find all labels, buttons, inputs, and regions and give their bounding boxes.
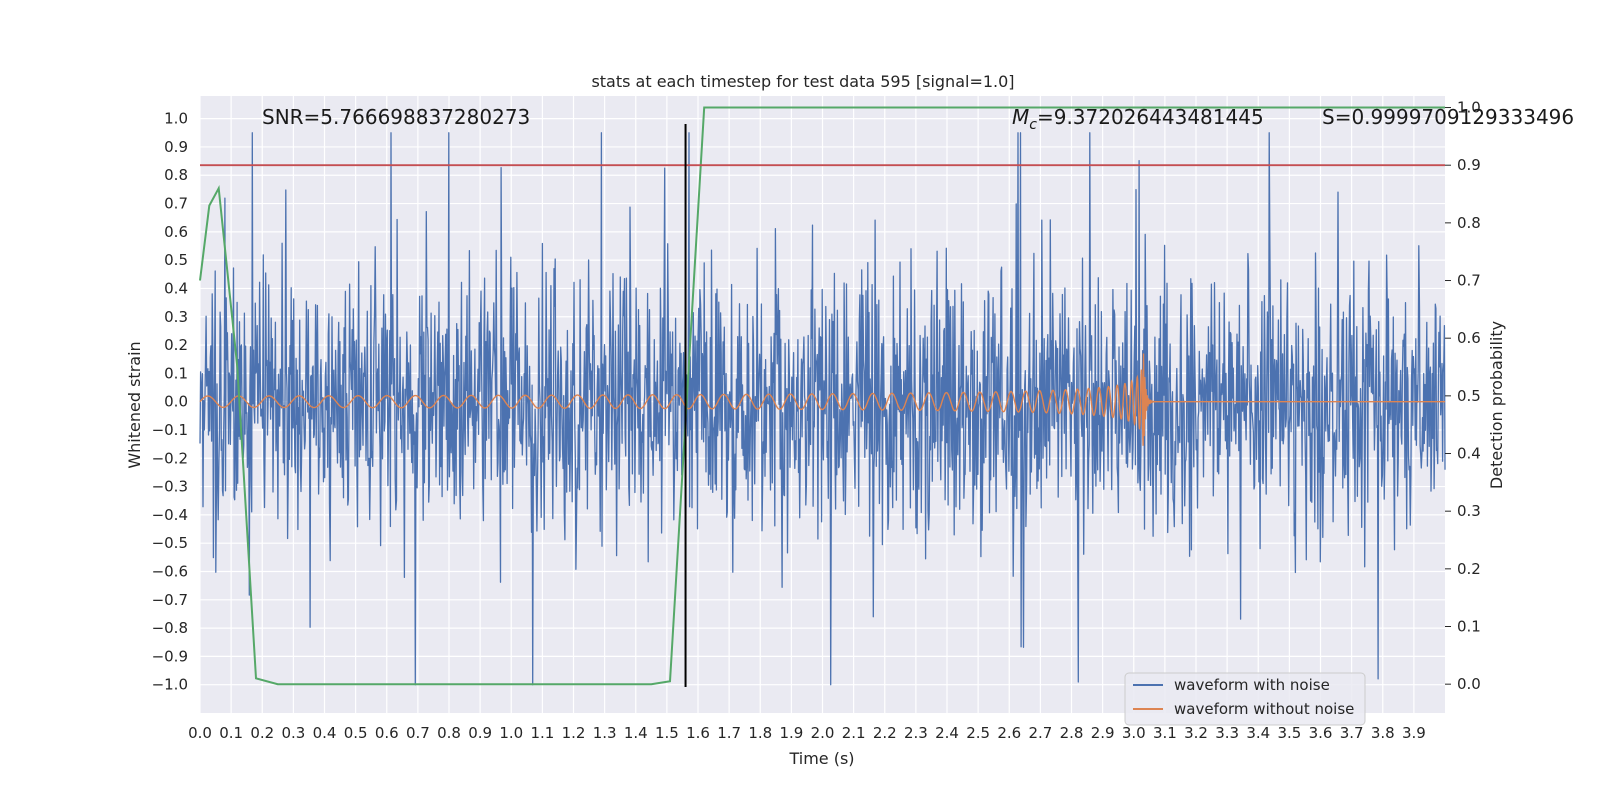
grid [199, 96, 1445, 713]
series-waveform-with-noise [199, 132, 1446, 686]
x-tick-label: 3.9 [1402, 724, 1426, 742]
detection-probability-line [199, 106, 1445, 686]
x-tick-label: 2.4 [935, 724, 959, 742]
chirp-mass-annotation: Mc=9.372026443481445 [1012, 105, 1264, 133]
x-tick-label: 3.8 [1371, 724, 1395, 742]
snr-annotation: SNR=5.766698837280273 [262, 105, 530, 129]
x-tick-label: 0.4 [313, 724, 337, 742]
chart-title: stats at each timestep for test data 595… [591, 72, 1014, 91]
y-tick-label-left: 0.1 [164, 364, 188, 382]
x-tick-label: 2.8 [1060, 724, 1084, 742]
reference-lines [200, 124, 1445, 687]
x-tick-label: 2.5 [966, 724, 990, 742]
x-tick-label: 0.3 [281, 724, 305, 742]
y-tick-label-right: 0.5 [1457, 387, 1481, 405]
x-tick-label: 1.6 [686, 724, 710, 742]
y-tick-label-right: 0.0 [1457, 675, 1481, 693]
x-tick-label: 2.1 [842, 724, 866, 742]
y-tick-label-left: 0.4 [164, 279, 188, 297]
chirp-mass-subscript: c [1029, 117, 1037, 133]
y-axis-label-right: Detection probability [1487, 321, 1506, 489]
y-tick-label-right: 0.1 [1457, 618, 1481, 636]
y-tick-label-left: 0.2 [164, 336, 188, 354]
y-tick-label-right: 0.7 [1457, 272, 1481, 290]
x-tick-label: 1.7 [717, 724, 741, 742]
clean-waveform-line [199, 353, 1445, 446]
y-tick-label-right: 0.3 [1457, 502, 1481, 520]
x-tick-label: 2.0 [811, 724, 835, 742]
y-axis-label-left: Whitened strain [125, 341, 144, 468]
x-tick-label: 0.2 [250, 724, 274, 742]
x-tick-label: 1.2 [562, 724, 586, 742]
y-tick-label-left: −0.3 [152, 478, 188, 496]
x-tick-label: 1.3 [593, 724, 617, 742]
y-tick-label-right: 0.9 [1457, 156, 1481, 174]
y-tick-label-left: 0.9 [164, 138, 188, 156]
y-tick-label-left: −0.7 [152, 591, 188, 609]
plot-area [199, 96, 1446, 713]
y-tick-label-left: −1.0 [152, 676, 188, 694]
y-tick-label-left: −0.1 [152, 421, 188, 439]
x-tick-label: 1.4 [624, 724, 648, 742]
y-tick-label-left: −0.4 [152, 506, 188, 524]
legend-label-clean: waveform without noise [1174, 700, 1354, 718]
x-tick-label: 2.2 [873, 724, 897, 742]
y-tick-label-right: 0.4 [1457, 445, 1481, 463]
x-tick-label: 1.9 [779, 724, 803, 742]
x-tick-label: 0.6 [375, 724, 399, 742]
chirp-mass-value: =9.372026443481445 [1037, 105, 1264, 129]
legend-label-noise: waveform with noise [1174, 676, 1330, 694]
x-tick-label: 0.9 [468, 724, 492, 742]
x-tick-label: 1.5 [655, 724, 679, 742]
series-waveform-without-noise [199, 353, 1445, 446]
y-tick-label-left: −0.9 [152, 647, 188, 665]
x-tick-labels: 0.0 0.1 0.2 0.3 0.4 0.5 0.6 0.7 0.8 0.9 1.0 1.1 1.2 1… [188, 724, 1426, 742]
x-tick-label: 3.3 [1215, 724, 1239, 742]
y-tick-label-left: 0.3 [164, 308, 188, 326]
x-tick-label: 1.8 [748, 724, 772, 742]
y-tick-label-left: 0.0 [164, 393, 188, 411]
x-tick-label: 0.1 [219, 724, 243, 742]
series-detection-probability [199, 106, 1445, 686]
x-tick-label: 0.0 [188, 724, 212, 742]
y-tick-label-right: 0.8 [1457, 214, 1481, 232]
y-tick-label-left: −0.6 [152, 562, 188, 580]
x-tick-label: 3.1 [1153, 724, 1177, 742]
x-tick-label: 3.5 [1277, 724, 1301, 742]
y-tick-label-left: 0.6 [164, 223, 188, 241]
y-tick-label-left: 1.0 [164, 110, 188, 128]
legend-box [1124, 672, 1366, 726]
x-tick-label: 1.1 [530, 724, 554, 742]
x-tick-label: 3.0 [1122, 724, 1146, 742]
x-tick-label: 2.9 [1091, 724, 1115, 742]
y-tick-label-right: 0.6 [1457, 329, 1481, 347]
s-annotation: S=0.9999709129333496 [1322, 105, 1574, 129]
x-tick-label: 0.5 [344, 724, 368, 742]
y-tick-labels-left: 1.0 0.9 0.8 0.7 0.6 0.5 0.4 0.3 0.2 0.1 0.0 −0.1 −0.… [152, 110, 188, 694]
y-tick-label-left: −0.8 [152, 619, 188, 637]
x-tick-label: 3.6 [1309, 724, 1333, 742]
x-tick-label: 3.2 [1184, 724, 1208, 742]
y-tick-label-left: 0.7 [164, 195, 188, 213]
y-tick-label-left: 0.8 [164, 166, 188, 184]
x-tick-label: 1.0 [499, 724, 523, 742]
y-tick-labels-right: 1.0 0.9 0.8 0.7 0.6 0.5 0.4 0.3 0.2 0.1 0.0 [1445, 99, 1481, 693]
y-tick-label-left: 0.5 [164, 251, 188, 269]
x-axis-label: Time (s) [788, 749, 854, 768]
y-tick-label-left: −0.5 [152, 534, 188, 552]
noise-waveform-line [199, 132, 1446, 686]
y-tick-label-right: 0.2 [1457, 560, 1481, 578]
y-tick-label-right: 1.0 [1457, 99, 1481, 117]
legend: waveform with noise waveform without noi… [1124, 672, 1366, 726]
y-tick-label-left: −0.2 [152, 449, 188, 467]
x-tick-label: 2.3 [904, 724, 928, 742]
x-tick-label: 2.7 [1028, 724, 1052, 742]
x-tick-label: 0.7 [406, 724, 430, 742]
x-tick-label: 0.8 [437, 724, 461, 742]
x-tick-label: 3.7 [1340, 724, 1364, 742]
x-tick-label: 2.6 [997, 724, 1021, 742]
x-tick-label: 3.4 [1246, 724, 1270, 742]
chirp-mass-symbol: M [1012, 105, 1029, 129]
